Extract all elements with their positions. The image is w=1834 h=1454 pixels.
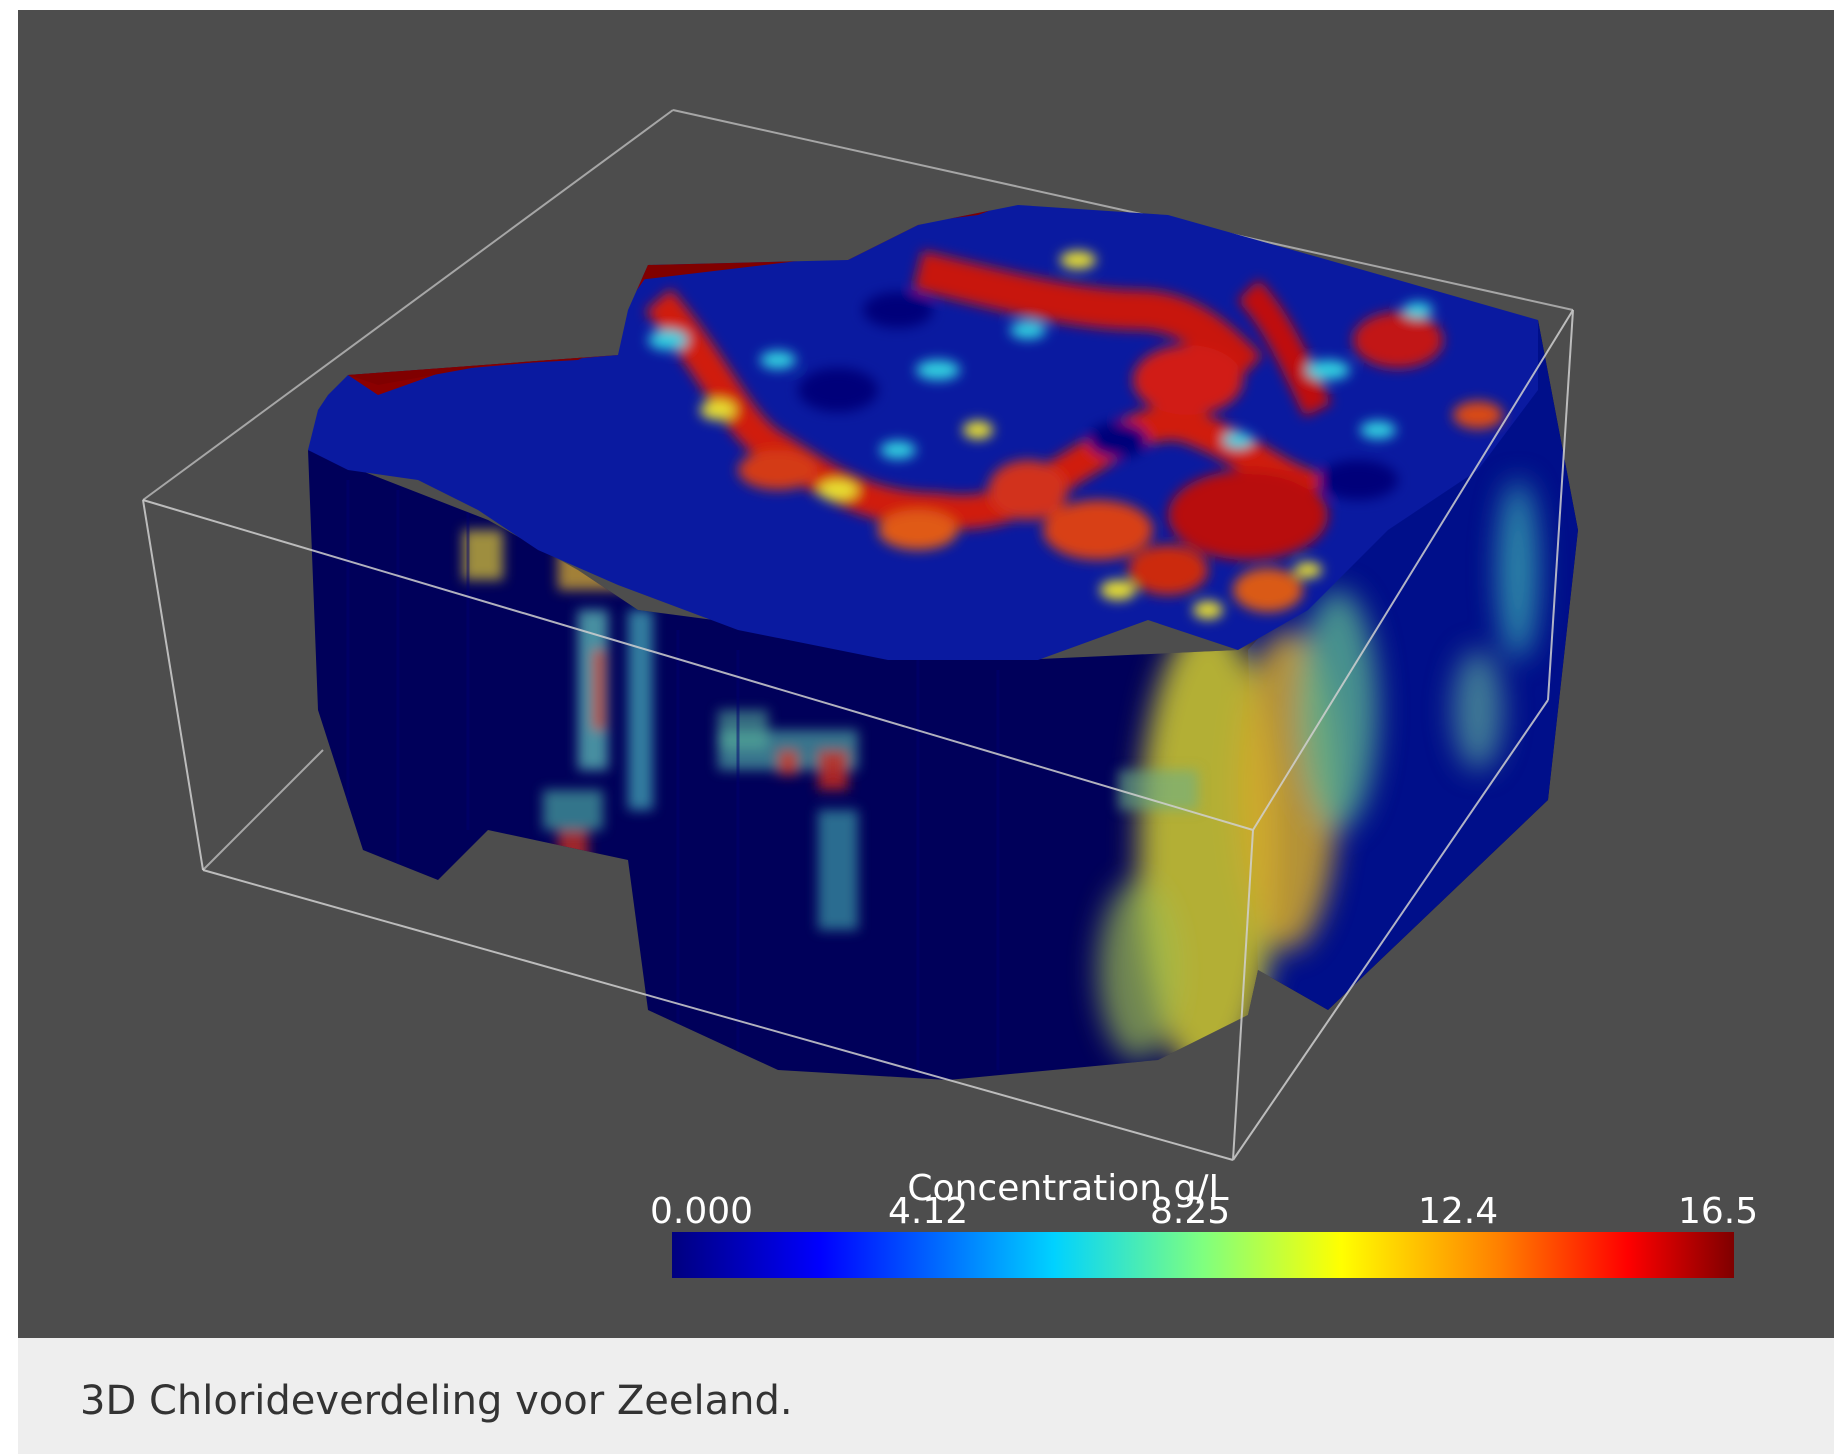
caption-bar: 3D Chlorideverdeling voor Zeeland.: [18, 1338, 1834, 1454]
colorbar-title: Concentration g/L: [907, 1168, 1228, 1209]
colorbar-tick-4: 16.5: [1678, 1191, 1758, 1232]
visualization-viewport: Concentration g/L 0.000 4.12 8.25 12.4 1…: [18, 10, 1834, 1338]
bounding-box-front: [142, 309, 1574, 1161]
bounding-box-back: [142, 109, 1574, 871]
chloride-3d-render: Concentration g/L 0.000 4.12 8.25 12.4 1…: [142, 109, 1758, 1278]
colorbar-tick-2: 8.25: [1150, 1191, 1230, 1232]
colorbar-tick-0: 0.000: [650, 1191, 753, 1232]
colorbar: Concentration g/L 0.000 4.12 8.25 12.4 1…: [650, 1168, 1758, 1278]
figure-caption: 3D Chlorideverdeling voor Zeeland.: [80, 1378, 793, 1424]
colorbar-tick-3: 12.4: [1418, 1191, 1498, 1232]
colorbar-tick-1: 4.12: [888, 1191, 968, 1232]
colorbar-gradient: [672, 1232, 1734, 1278]
